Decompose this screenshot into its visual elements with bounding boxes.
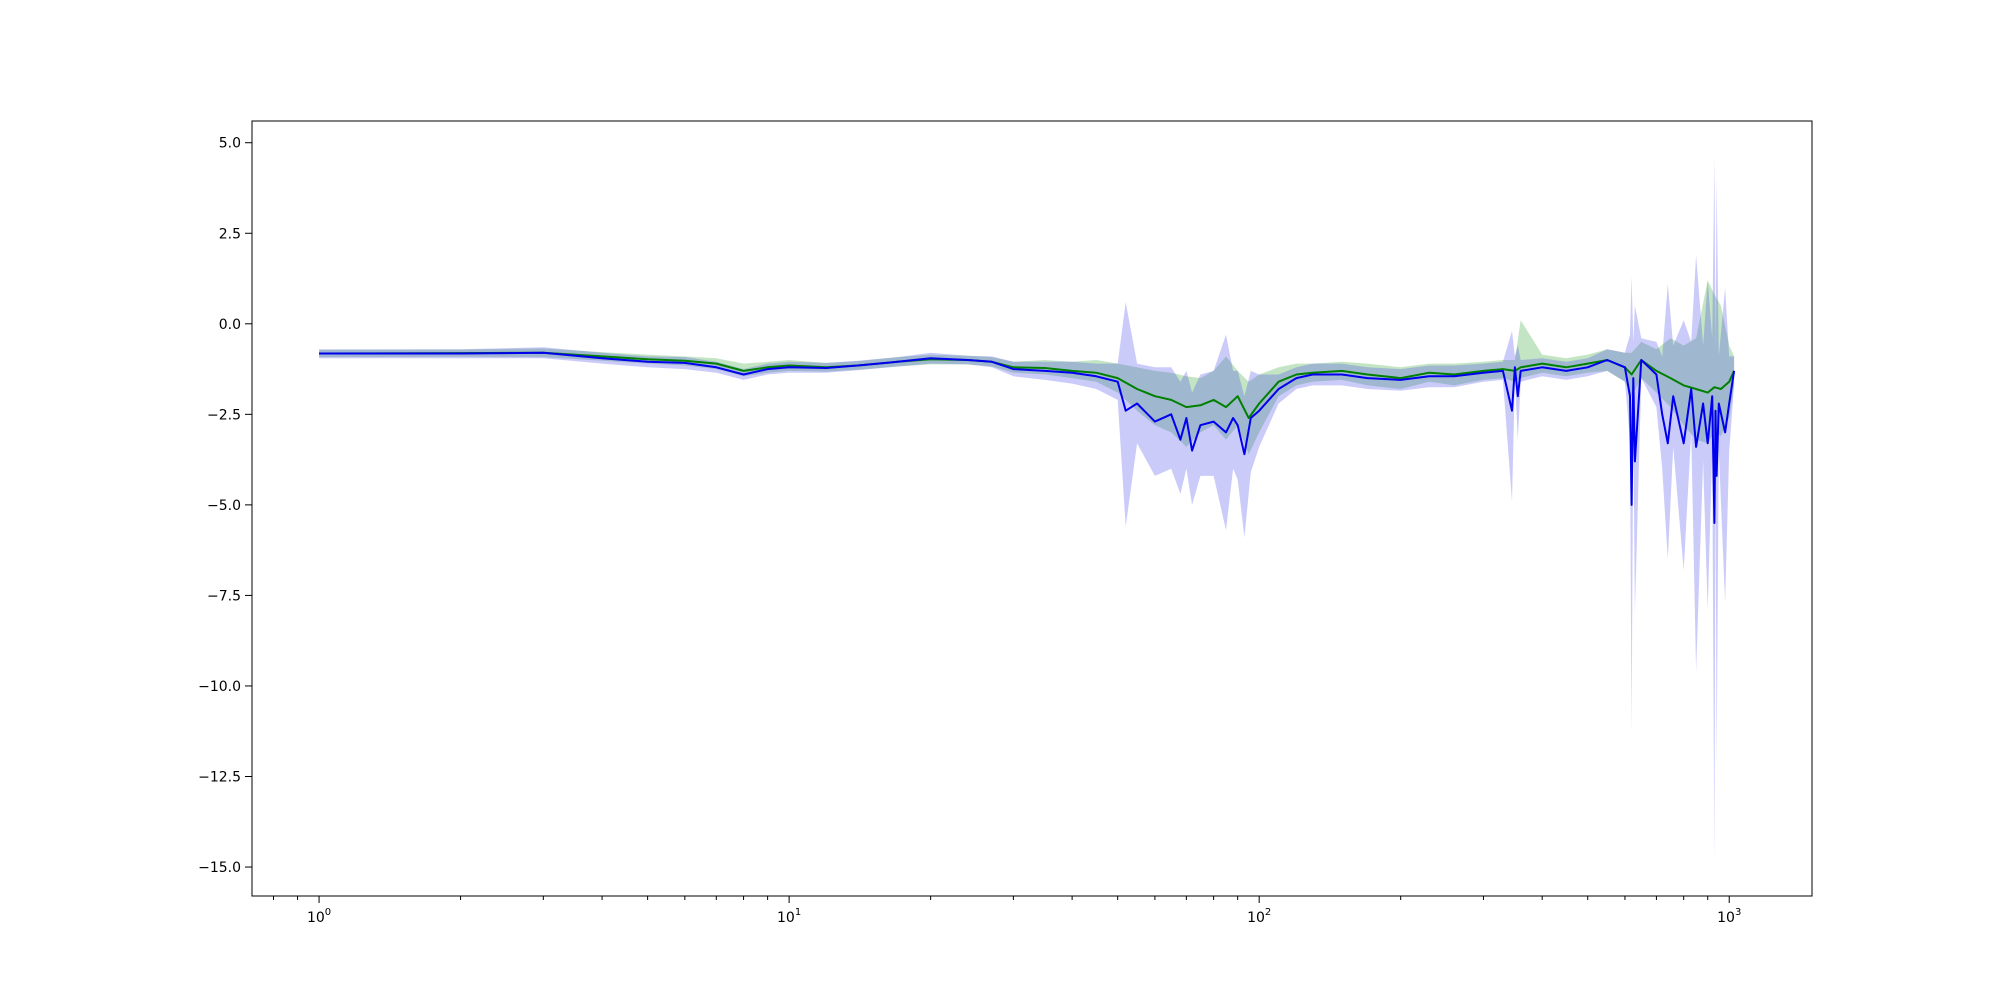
y-tick-label: −15.0 [198, 860, 241, 876]
series-layer [319, 157, 1736, 864]
series-line-1 [319, 351, 1736, 419]
y-tick-label: −7.5 [207, 588, 241, 604]
series-line-2 [319, 351, 1736, 524]
x-tick-label: 103 [1717, 907, 1741, 926]
x-tick-label: 101 [777, 907, 801, 926]
y-tick-label: 0.0 [219, 317, 241, 333]
x-axis: 100 101 102 103 [273, 896, 1741, 926]
y-tick-label: −5.0 [207, 498, 241, 514]
x-tick-label: 100 [307, 907, 331, 926]
plot-frame [251, 120, 1813, 897]
y-tick-label: −12.5 [198, 769, 241, 785]
y-tick-label: −10.0 [198, 679, 241, 695]
y-tick-label: −2.5 [207, 407, 241, 423]
y-axis: 5.0 2.5 0.0 −2.5 −5.0 −7.5 −10.0 −12.5 −15.0 [198, 136, 252, 876]
y-tick-label: 2.5 [219, 226, 241, 242]
y-tick-label: 5.0 [219, 136, 241, 152]
x-tick-label: 102 [1247, 907, 1271, 926]
